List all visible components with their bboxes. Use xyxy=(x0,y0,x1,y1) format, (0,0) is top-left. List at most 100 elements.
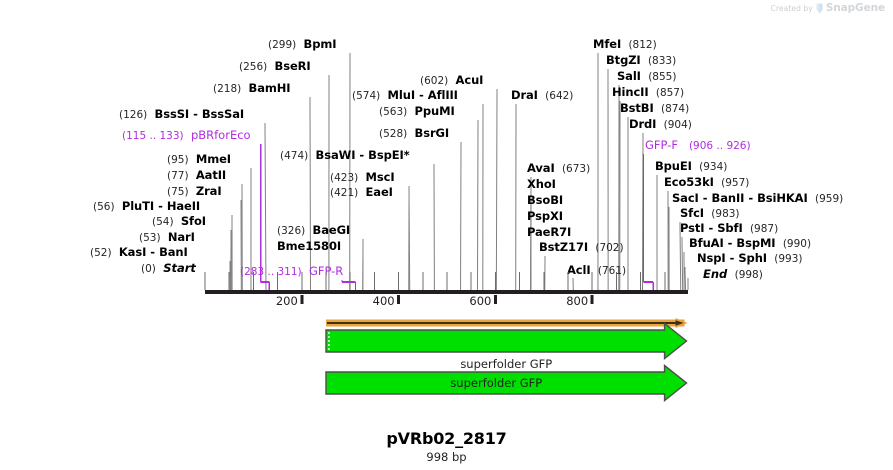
restriction-site-label-zraI[interactable]: (75) ZraI xyxy=(167,185,222,199)
restriction-site-label-paeR7I[interactable]: PaeR7I xyxy=(527,226,571,239)
restriction-site-label-hincII[interactable]: HincII (857) xyxy=(612,86,684,100)
restriction-site-label-bsrGI[interactable]: (528) BsrGI xyxy=(379,127,449,141)
plasmid-name: pVRb02_2817 xyxy=(386,429,507,448)
restriction-site-label-pluTI[interactable]: (56) PluTI - HaeII xyxy=(93,200,200,214)
restriction-site-label-sacI[interactable]: SacI - BanII - BsiHKAI (959) xyxy=(672,192,843,206)
primer-label-GFP-F[interactable]: GFP-F (906 .. 926) xyxy=(645,139,751,153)
restriction-site-label-eco53kI[interactable]: Eco53kI (957) xyxy=(664,176,749,190)
restriction-site-label-bsoBI[interactable]: BsoBI xyxy=(527,194,563,207)
site-position: (53) xyxy=(139,232,161,244)
site-position: (75) xyxy=(167,186,189,198)
enzyme-name: BsrGI xyxy=(414,126,450,140)
restriction-site-label-sfoI[interactable]: (54) SfoI xyxy=(152,215,206,229)
cds-arrow-sfGFP-cds-1[interactable] xyxy=(325,321,688,361)
restriction-site-label-mfeI[interactable]: MfeI (812) xyxy=(593,38,657,52)
restriction-site-label-ppuMI[interactable]: (563) PpuMI xyxy=(379,105,455,119)
enzyme-name: DrdI xyxy=(629,117,657,131)
enzyme-name: HaeII xyxy=(166,199,201,213)
restriction-site-label-salI[interactable]: SalI (855) xyxy=(617,70,676,84)
enzyme-name: PaeR7I xyxy=(527,225,572,239)
enzyme-name: KasI xyxy=(118,245,147,259)
restriction-site-label-start[interactable]: (0) Start xyxy=(141,262,196,276)
cds-arrow-sfGFP-cds-2[interactable] xyxy=(325,363,688,403)
primer-range: (115 .. 133) xyxy=(122,130,184,142)
restriction-site-label-bpmI[interactable]: (299) BpmI xyxy=(268,37,337,52)
enzyme-name: BtgZI xyxy=(606,53,641,67)
restriction-site-label-nspI[interactable]: NspI - SphI (993) xyxy=(697,252,803,266)
restriction-site-label-kasI[interactable]: (52) KasI - BanI xyxy=(90,246,188,260)
translation-arrow[interactable] xyxy=(325,318,688,328)
ruler-tick-400: 400 xyxy=(372,294,395,308)
restriction-site-label-bpuEI[interactable]: BpuEI (934) xyxy=(655,160,727,174)
restriction-site-label-end[interactable]: End (998) xyxy=(703,268,763,282)
site-position: (256) xyxy=(239,61,268,73)
enzyme-name: SphI xyxy=(738,251,767,265)
site-position: (934) xyxy=(699,161,728,173)
restriction-site-label-mluI[interactable]: (574) MluI - AflIII xyxy=(352,89,458,103)
enzyme-name: SbfI xyxy=(717,221,743,235)
restriction-site-label-bseRI[interactable]: (256) BseRI xyxy=(239,60,311,74)
primer-name: pBRforEco xyxy=(190,128,251,142)
site-position: (423) xyxy=(330,172,359,184)
site-position: (987) xyxy=(749,223,779,235)
restriction-site-label-mscI[interactable]: (423) MscI xyxy=(330,171,395,185)
enzyme-name: BspEI* xyxy=(368,148,410,162)
site-position: (126) xyxy=(119,109,148,121)
enzyme-name: Eco53kI xyxy=(664,175,714,189)
site-position: (474) xyxy=(280,150,309,162)
restriction-site-label-bme1580I[interactable]: Bme1580I xyxy=(277,240,341,253)
primer-label-pBRforEco[interactable]: (115 .. 133) pBRforEco xyxy=(122,129,251,143)
restriction-site-label-pspXI[interactable]: PspXI xyxy=(527,210,563,223)
enzyme-name: BaeGI xyxy=(312,223,351,237)
primer-label-GFP-R[interactable]: (283 .. 311) GFP-R xyxy=(240,265,343,279)
restriction-site-label-acuI[interactable]: (602) AcuI xyxy=(420,74,483,88)
enzyme-name: PspXI xyxy=(527,209,563,223)
enzyme-name: Start xyxy=(163,261,196,275)
ruler xyxy=(204,272,666,304)
restriction-site-label-btgZI[interactable]: BtgZI (833) xyxy=(606,54,676,68)
enzyme-name: MmeI xyxy=(195,152,231,166)
restriction-site-label-sfcI[interactable]: SfcI (983) xyxy=(680,207,740,221)
site-position: (56) xyxy=(93,201,115,213)
restriction-site-label-bssSI[interactable]: (126) BssSI - BssSaI xyxy=(119,108,244,122)
enzyme-name: End xyxy=(703,267,728,281)
site-label-layer: (126) BssSI - BssSaI (95) MmeI (77) AatII (… xyxy=(90,37,843,282)
restriction-site-label-aclI[interactable]: AclI (761) xyxy=(567,264,626,278)
restriction-site-label-bfuAI[interactable]: BfuAI - BspMI (990) xyxy=(689,237,811,251)
site-position: (52) xyxy=(90,247,112,259)
site-position: (421) xyxy=(330,187,359,199)
restriction-site-label-bamHI[interactable]: (218) BamHI xyxy=(213,82,291,96)
site-position: (993) xyxy=(774,253,803,265)
ruler-tick-200: 200 xyxy=(275,294,298,308)
restriction-site-label-mmeI[interactable]: (95) MmeI xyxy=(167,153,231,167)
enzyme-name: PluTI xyxy=(121,199,155,213)
restriction-site-label-eaeI[interactable]: (421) EaeI xyxy=(330,186,393,200)
restriction-site-label-bsaWI[interactable]: (474) BsaWI - BspEI* xyxy=(280,149,410,163)
restriction-site-label-baeGI[interactable]: (326) BaeGI xyxy=(277,224,350,238)
name-separator: - xyxy=(415,88,428,102)
site-position: (528) xyxy=(379,128,408,140)
enzyme-name: BpmI xyxy=(303,37,337,51)
restriction-site-label-bstBI[interactable]: BstBI (874) xyxy=(620,102,689,116)
restriction-site-label-xhoI[interactable]: XhoI xyxy=(527,178,556,191)
restriction-site-label-bstZ17I[interactable]: BstZ17I (702) xyxy=(539,241,624,255)
restriction-site-label-narI[interactable]: (53) NarI xyxy=(139,231,195,245)
primer-name: GFP-R xyxy=(308,264,344,278)
site-position: (299) xyxy=(268,39,297,51)
restriction-site-label-drdI[interactable]: DrdI (904) xyxy=(629,118,692,132)
enzyme-name: BstZ17I xyxy=(539,240,589,254)
restriction-site-label-avaI[interactable]: AvaI (673) xyxy=(527,162,590,176)
feature-arrows xyxy=(325,318,688,403)
restriction-site-label-draI[interactable]: DraI (642) xyxy=(511,89,573,103)
ruler-tick-800: 800 xyxy=(566,294,589,308)
snapgene-watermark: Created by SnapGene xyxy=(771,2,886,14)
restriction-site-label-aatII[interactable]: (77) AatII xyxy=(167,169,226,183)
enzyme-name: XhoI xyxy=(527,177,556,191)
site-position: (642) xyxy=(545,90,574,102)
enzyme-name: SfoI xyxy=(180,214,206,228)
site-position: (957) xyxy=(721,177,750,189)
enzyme-name: BpuEI xyxy=(655,159,692,173)
enzyme-name: NarI xyxy=(167,230,195,244)
enzyme-name: MscI xyxy=(365,170,395,184)
restriction-site-label-pstI[interactable]: PstI - SbfI (987) xyxy=(680,222,778,236)
